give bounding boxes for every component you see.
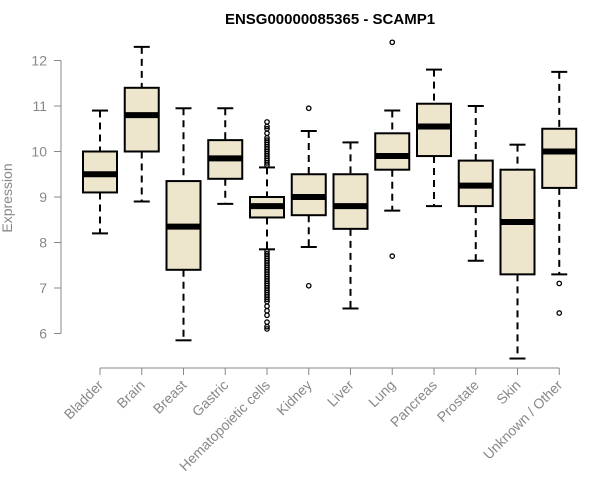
outlier-point — [305, 282, 312, 289]
chart-title: ENSG00000085365 - SCAMP1 — [225, 11, 435, 28]
outlier-point — [264, 119, 270, 125]
box-body — [332, 173, 369, 230]
y-axis-label: Expression — [0, 163, 15, 232]
boxes — [82, 39, 578, 360]
x-tick-label: Unknown / Other — [480, 377, 566, 463]
box-body — [374, 132, 411, 171]
box-gastric — [207, 107, 244, 205]
box-kidney — [290, 105, 327, 289]
y-tick-label: 11 — [32, 98, 47, 114]
box-breast — [165, 107, 202, 342]
y-tick-label: 7 — [39, 280, 47, 296]
box-lung — [374, 39, 411, 259]
outlier-point — [264, 323, 270, 330]
y-tick-label: 6 — [39, 326, 47, 342]
box-brain — [123, 45, 160, 203]
box-skin — [499, 143, 536, 360]
x-tick-label: Brain — [113, 377, 147, 411]
outlier-point — [556, 280, 563, 287]
x-tick-label: Lung — [365, 377, 398, 410]
outlier-point — [389, 253, 396, 259]
y-tick-label: 10 — [31, 144, 47, 160]
outlier-point — [264, 319, 270, 325]
x-tick-label: Liver — [324, 377, 357, 410]
y-tick-label: 12 — [31, 53, 47, 69]
outlier-point — [264, 312, 270, 319]
y-tick-label: 9 — [39, 189, 47, 205]
x-tick-label: Kidney — [273, 377, 315, 419]
outlier-point — [264, 303, 270, 310]
outlier-point — [305, 105, 312, 112]
outlier-point — [264, 125, 270, 132]
box-unknown-other — [541, 70, 578, 316]
box-body — [123, 86, 160, 153]
x-tick-label: Skin — [493, 377, 524, 408]
y-axis: 6 7 8 9 10 11 12 — [31, 53, 62, 342]
outlier-point — [264, 296, 270, 303]
y-tick-label: 8 — [39, 235, 47, 251]
box-pancreas — [416, 68, 452, 208]
x-tick-label: Prostate — [434, 377, 482, 425]
box-body — [416, 102, 452, 158]
outlier-point — [556, 310, 563, 316]
box-prostate — [457, 105, 494, 262]
box-liver — [332, 141, 369, 310]
outlier-point — [264, 137, 270, 143]
outlier-point — [264, 130, 270, 137]
outlier-point — [264, 326, 270, 332]
x-tick-label: Bladder — [61, 377, 107, 423]
box-bladder — [82, 109, 118, 235]
outlier-point — [264, 307, 270, 314]
box-hematopoietic-cells — [249, 119, 285, 332]
x-tick-label: Breast — [150, 377, 190, 417]
box-body — [541, 127, 578, 189]
outlier-point — [389, 39, 396, 46]
